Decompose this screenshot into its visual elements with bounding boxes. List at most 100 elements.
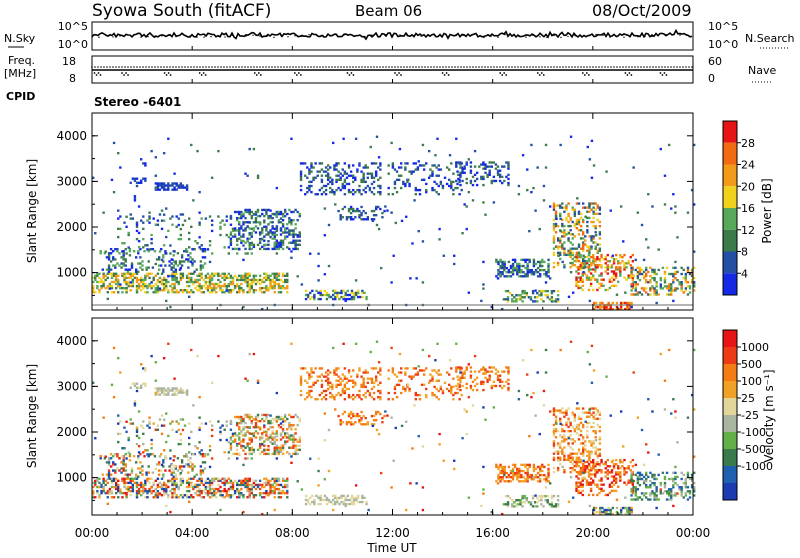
power-cell: [524, 290, 526, 292]
power-cell: [274, 213, 276, 215]
velocity-cell: [286, 486, 288, 488]
power-cell: [367, 173, 369, 175]
power-cell: [335, 164, 337, 166]
power-cell: [187, 260, 189, 262]
power-cell: [559, 245, 561, 247]
power-cell: [284, 237, 286, 239]
power-cell: [196, 150, 198, 152]
power-cell: [637, 273, 639, 275]
velocity-cell: [476, 377, 478, 379]
velocity-cell: [198, 494, 200, 496]
power-cell: [269, 217, 271, 219]
velocity-cell: [205, 492, 207, 494]
power-cell: [276, 275, 278, 277]
power-cell: [588, 279, 590, 281]
power-cell: [559, 230, 561, 232]
power-cell: [455, 163, 457, 165]
nsearch-dot: [434, 35, 435, 36]
velocity-cell: [135, 476, 137, 478]
velocity-cell: [286, 492, 288, 494]
power-cell: [641, 269, 643, 271]
power-cell: [102, 212, 104, 214]
velocity-cell: [106, 461, 108, 463]
power-cell: [209, 261, 211, 263]
velocity-cell: [125, 474, 127, 476]
power-cell: [263, 281, 265, 283]
power-cell: [526, 168, 528, 170]
nave-drop-dot: [166, 74, 168, 76]
power-cell: [375, 175, 377, 177]
power-cell: [350, 206, 352, 208]
power-cell: [331, 181, 333, 183]
power-cell: [377, 206, 379, 208]
velocity-cell: [486, 381, 488, 383]
nave-dot: [151, 66, 153, 68]
power-cell: [221, 291, 223, 293]
power-cell: [463, 167, 465, 169]
power-cell: [324, 207, 326, 209]
power-cell: [655, 273, 657, 275]
power-cell: [503, 269, 505, 271]
power-cell: [161, 259, 163, 261]
velocity-cell: [450, 392, 452, 394]
power-cell: [639, 273, 641, 275]
power-cell: [238, 227, 240, 229]
power-cell: [353, 294, 355, 296]
power-cell: [588, 245, 590, 247]
power-cell: [666, 267, 668, 269]
beam-title: Beam 06: [355, 2, 422, 20]
power-cell: [196, 242, 198, 244]
power-cell: [217, 150, 219, 152]
power-cell: [593, 164, 595, 166]
power-cell: [173, 279, 175, 281]
nave-dot: [334, 66, 336, 68]
velocity-cell: [503, 370, 505, 372]
power-cell: [123, 222, 125, 224]
power-cell: [178, 281, 180, 283]
power-cell: [205, 277, 207, 279]
velocity-cell: [431, 378, 433, 380]
power-cell: [632, 260, 634, 262]
power-cell: [307, 296, 309, 298]
velocity-cell: [456, 388, 458, 390]
velocity-cell: [491, 370, 493, 372]
power-cell: [182, 289, 184, 291]
velocity-cell: [130, 422, 132, 424]
power-cell: [144, 291, 146, 293]
nave-drop-dot: [398, 72, 400, 74]
velocity-cell: [140, 424, 142, 426]
nave-dot: [373, 66, 375, 68]
power-cell: [553, 223, 555, 225]
power-cell: [274, 273, 276, 275]
velocity-cell: [431, 375, 433, 377]
power-cell: [482, 178, 484, 180]
velocity-cell: [377, 396, 379, 398]
velocity-cell: [292, 453, 294, 455]
power-cell: [557, 245, 559, 247]
power-cell: [553, 229, 555, 231]
velocity-cell: [328, 501, 330, 503]
power-cell: [312, 179, 314, 181]
power-cell: [689, 287, 691, 289]
power-cell: [584, 262, 586, 264]
power-cell: [635, 289, 637, 291]
velocity-cell: [396, 396, 398, 398]
velocity-cell: [480, 368, 482, 370]
power-cell: [175, 226, 177, 228]
velocity-cell: [499, 480, 501, 482]
power-cell: [129, 254, 131, 256]
power-cell: [598, 258, 600, 260]
velocity-cell: [294, 432, 296, 434]
velocity-cell: [186, 490, 188, 492]
power-cell: [417, 168, 419, 170]
velocity-scatter-cells: [92, 341, 695, 516]
nsearch-dot: [189, 35, 190, 36]
power-cell: [331, 191, 333, 193]
velocity-cell: [358, 394, 360, 396]
power-cell: [242, 235, 244, 237]
nave-dot: [652, 66, 654, 68]
power-cell: [271, 227, 273, 229]
velocity-cell: [276, 478, 278, 480]
power-cell: [234, 285, 236, 287]
power-cell: [284, 215, 286, 217]
